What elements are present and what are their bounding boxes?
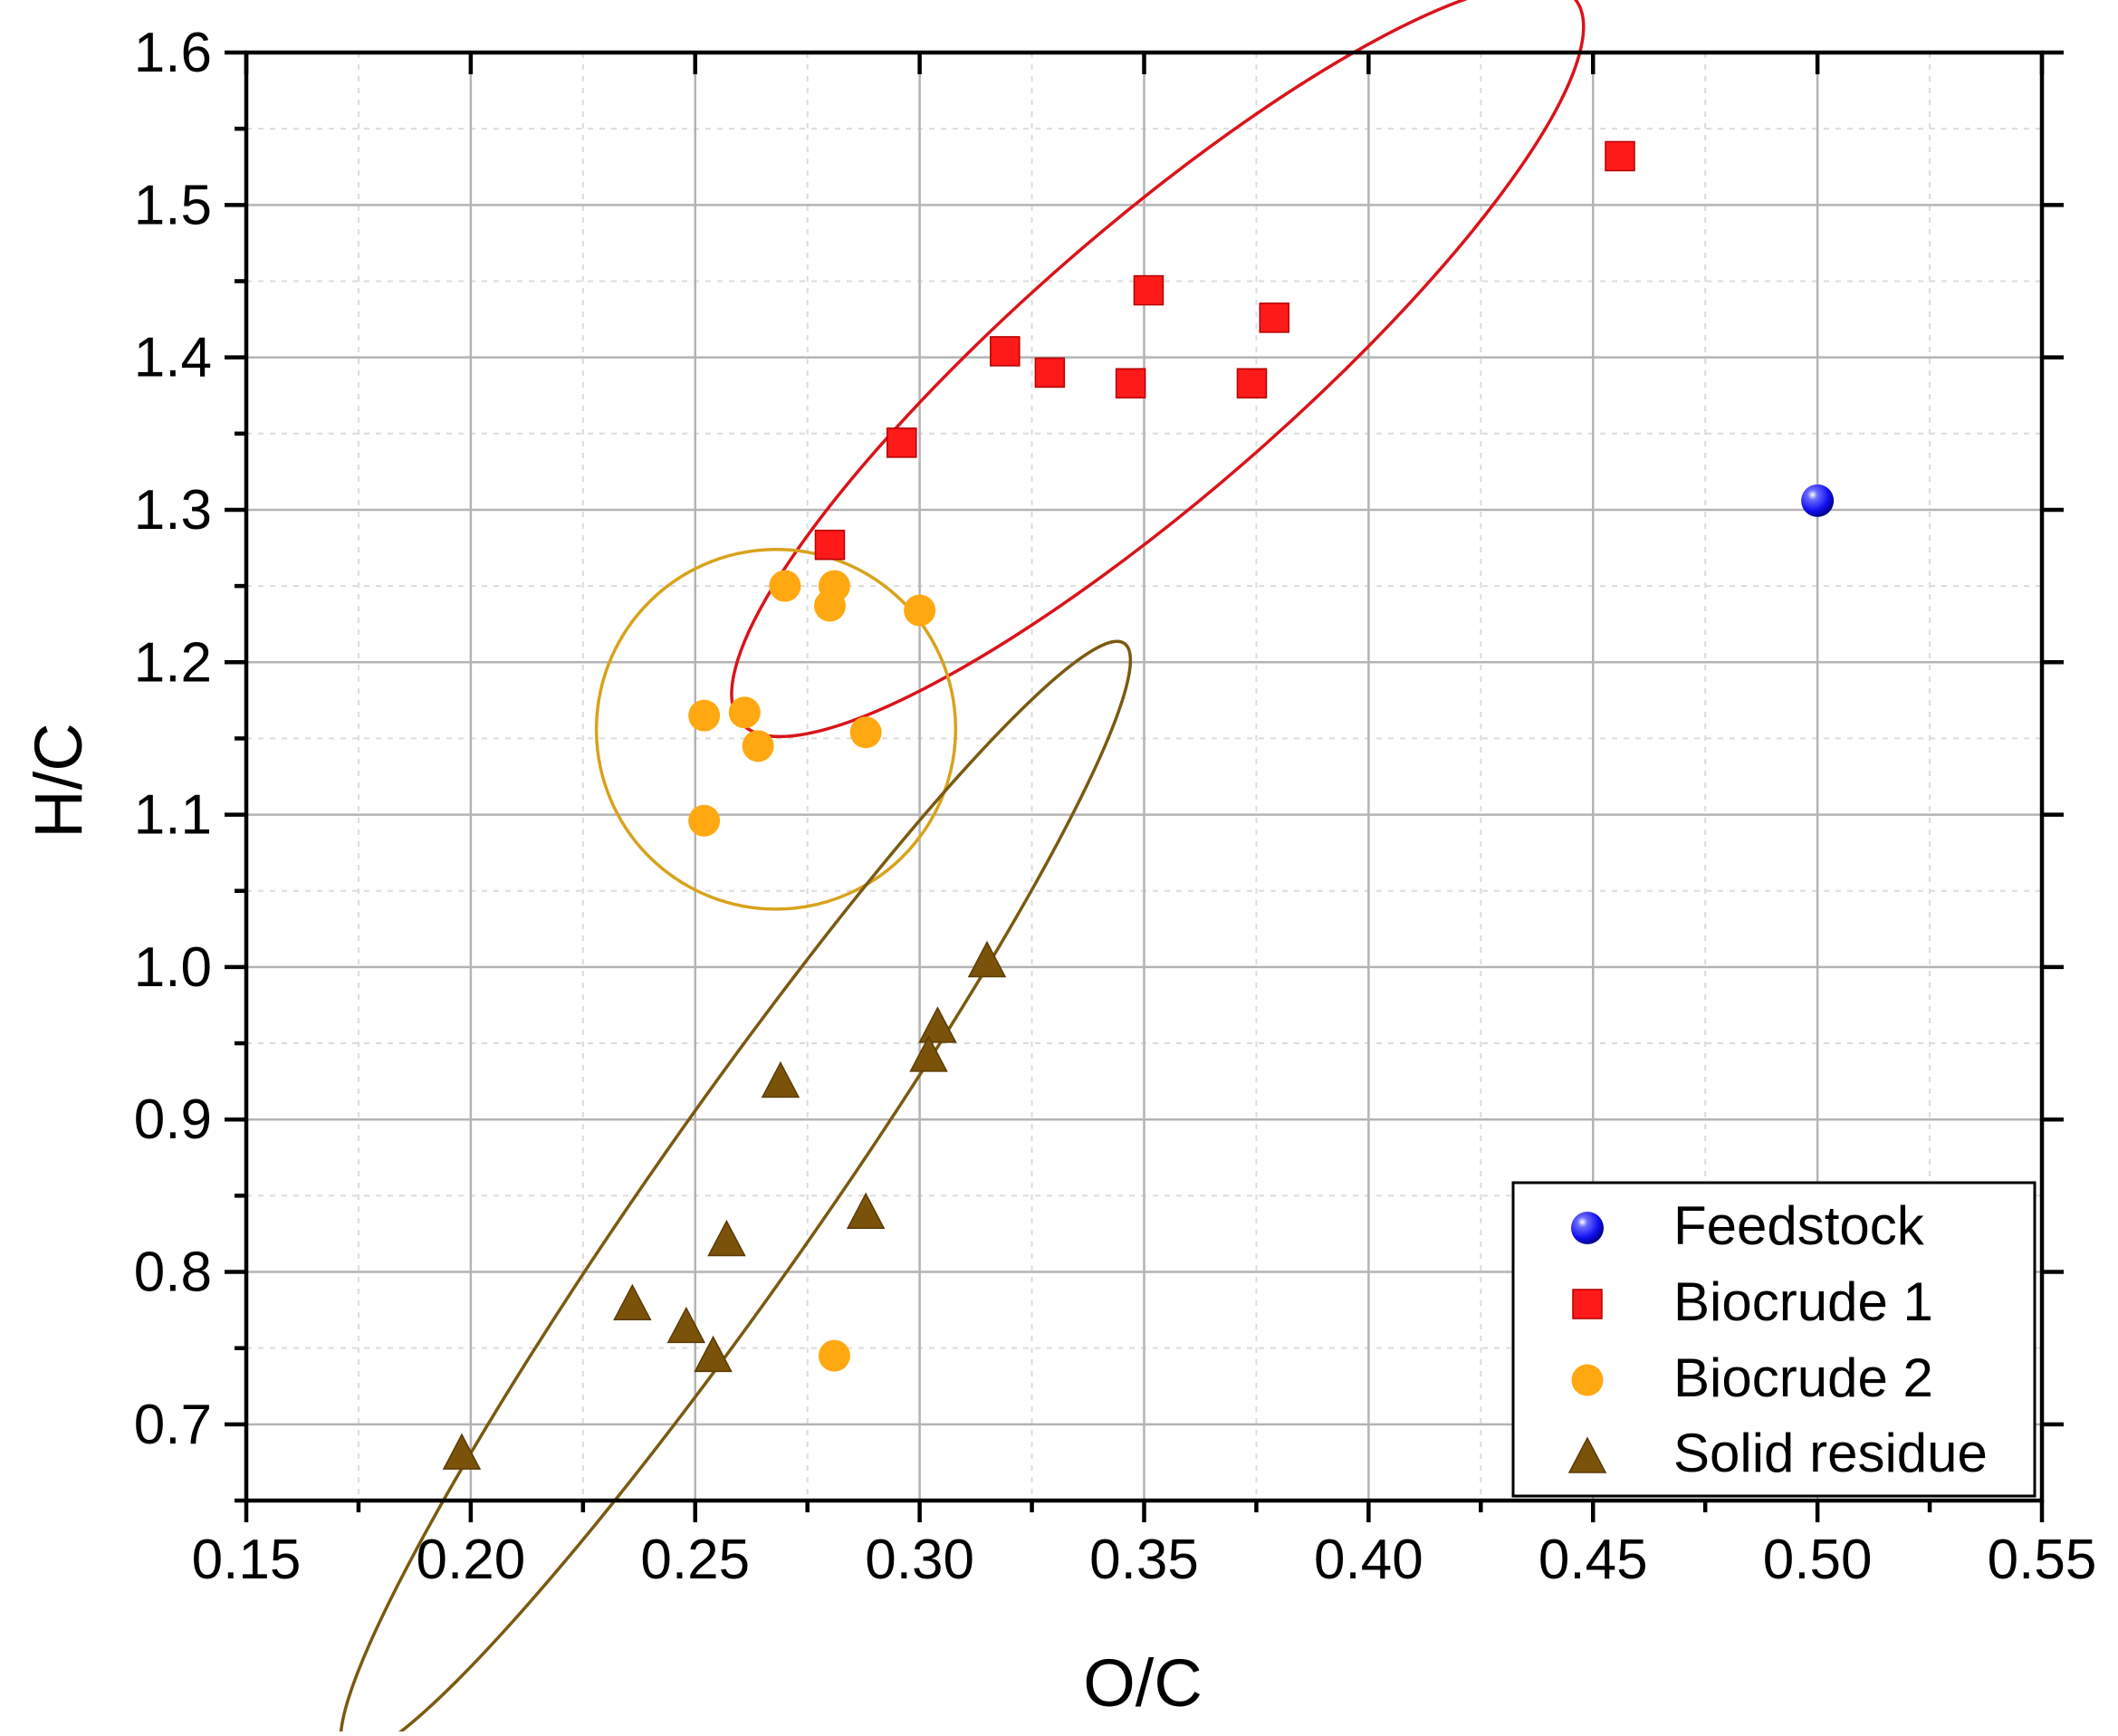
legend-label-biocrude-1: Biocrude 1 (1673, 1271, 1933, 1332)
x-tick-label: 0.55 (1988, 1529, 2097, 1591)
biocrude-2-point (818, 1339, 850, 1372)
feedstock-point (1801, 484, 1835, 517)
x-tick-label: 0.40 (1314, 1529, 1423, 1591)
legend-symbol-biocrude-2 (1571, 1364, 1604, 1396)
y-tick-label: 1.0 (134, 936, 212, 999)
x-tick-label: 0.20 (417, 1529, 526, 1591)
x-tick-label: 0.45 (1538, 1529, 1648, 1591)
biocrude-2-point (728, 696, 761, 729)
legend-symbol-feedstock (1571, 1212, 1604, 1244)
cluster-ellipses (339, 0, 1586, 1736)
solid-residue-point (967, 940, 1007, 978)
biocrude-1-point (1133, 274, 1164, 306)
y-tick-label: 1.1 (134, 784, 212, 847)
biocrude-2-cluster-ellipse (594, 547, 958, 911)
y-tick-label: 1.2 (134, 631, 212, 694)
biocrude-2-point (813, 590, 846, 622)
biocrude-1-point (1605, 140, 1635, 172)
legend: Feedstock Biocrude 1 Biocrude 2 Solid re… (1511, 1181, 2037, 1498)
legend-symbols (1567, 1212, 1607, 1473)
x-axis-title: O/C (1083, 1645, 1203, 1721)
legend-label-feedstock: Feedstock (1673, 1195, 1925, 1256)
solid-residue-cluster-ellipse (339, 639, 1133, 1736)
axes (225, 50, 2064, 1522)
x-tick-label: 0.30 (865, 1529, 974, 1591)
solid-residue-point (707, 1219, 746, 1257)
grid (246, 53, 2042, 1501)
y-tick-label: 0.8 (134, 1242, 212, 1304)
x-tick-label: 0.35 (1089, 1529, 1199, 1591)
y-tick-label: 0.7 (134, 1394, 212, 1456)
data-markers (442, 140, 1835, 1470)
y-tick-label: 1.3 (134, 479, 212, 542)
biocrude-1-point (1115, 368, 1146, 398)
biocrude-2-point (688, 699, 721, 732)
solid-residue-point (846, 1192, 886, 1229)
biocrude-1-point (1236, 368, 1268, 398)
x-tick-label: 0.25 (640, 1529, 750, 1591)
legend-symbol-solid-residue (1567, 1436, 1607, 1473)
legend-label-biocrude-2: Biocrude 2 (1673, 1348, 1933, 1408)
biocrude-2-point (904, 594, 936, 627)
solid-residue-point (694, 1335, 733, 1373)
legend-label-solid-residue: Solid residue (1673, 1423, 1988, 1483)
legend-symbol-biocrude-1 (1572, 1289, 1603, 1319)
solid-residue-point (761, 1060, 800, 1098)
biocrude-2-point (849, 716, 882, 749)
biocrude-2-point (769, 570, 801, 602)
y-tick-label: 0.9 (134, 1089, 212, 1151)
solid-residue-point (909, 1035, 948, 1072)
x-tick-label: 0.50 (1763, 1529, 1873, 1591)
y-tick-labels: 0.7 0.8 0.9 1.0 1.1 1.2 1.3 1.4 1.5 1.6 (134, 22, 212, 1456)
x-tick-labels: 0.15 0.20 0.25 0.30 0.35 0.40 0.45 0.50 0.55 (192, 1529, 2097, 1591)
biocrude-1-point (814, 529, 846, 561)
biocrude-2-point (688, 804, 721, 837)
solid-residue-point (918, 1006, 957, 1043)
biocrude-1-point (886, 427, 917, 458)
y-axis-title: H/C (21, 723, 96, 838)
biocrude-1-cluster-ellipse (730, 0, 1586, 739)
y-tick-label: 1.6 (134, 22, 212, 84)
solid-residue-point (442, 1433, 482, 1470)
biocrude-1-point (1259, 302, 1290, 333)
solid-residue-point (613, 1283, 652, 1320)
y-tick-label: 1.5 (134, 174, 212, 236)
x-tick-label: 0.15 (192, 1529, 302, 1591)
y-tick-label: 1.4 (134, 327, 212, 389)
biocrude-2-point (742, 730, 774, 762)
biocrude-1-point (990, 336, 1021, 367)
solid-residue-point (666, 1306, 706, 1344)
biocrude-1-point (1034, 357, 1066, 388)
